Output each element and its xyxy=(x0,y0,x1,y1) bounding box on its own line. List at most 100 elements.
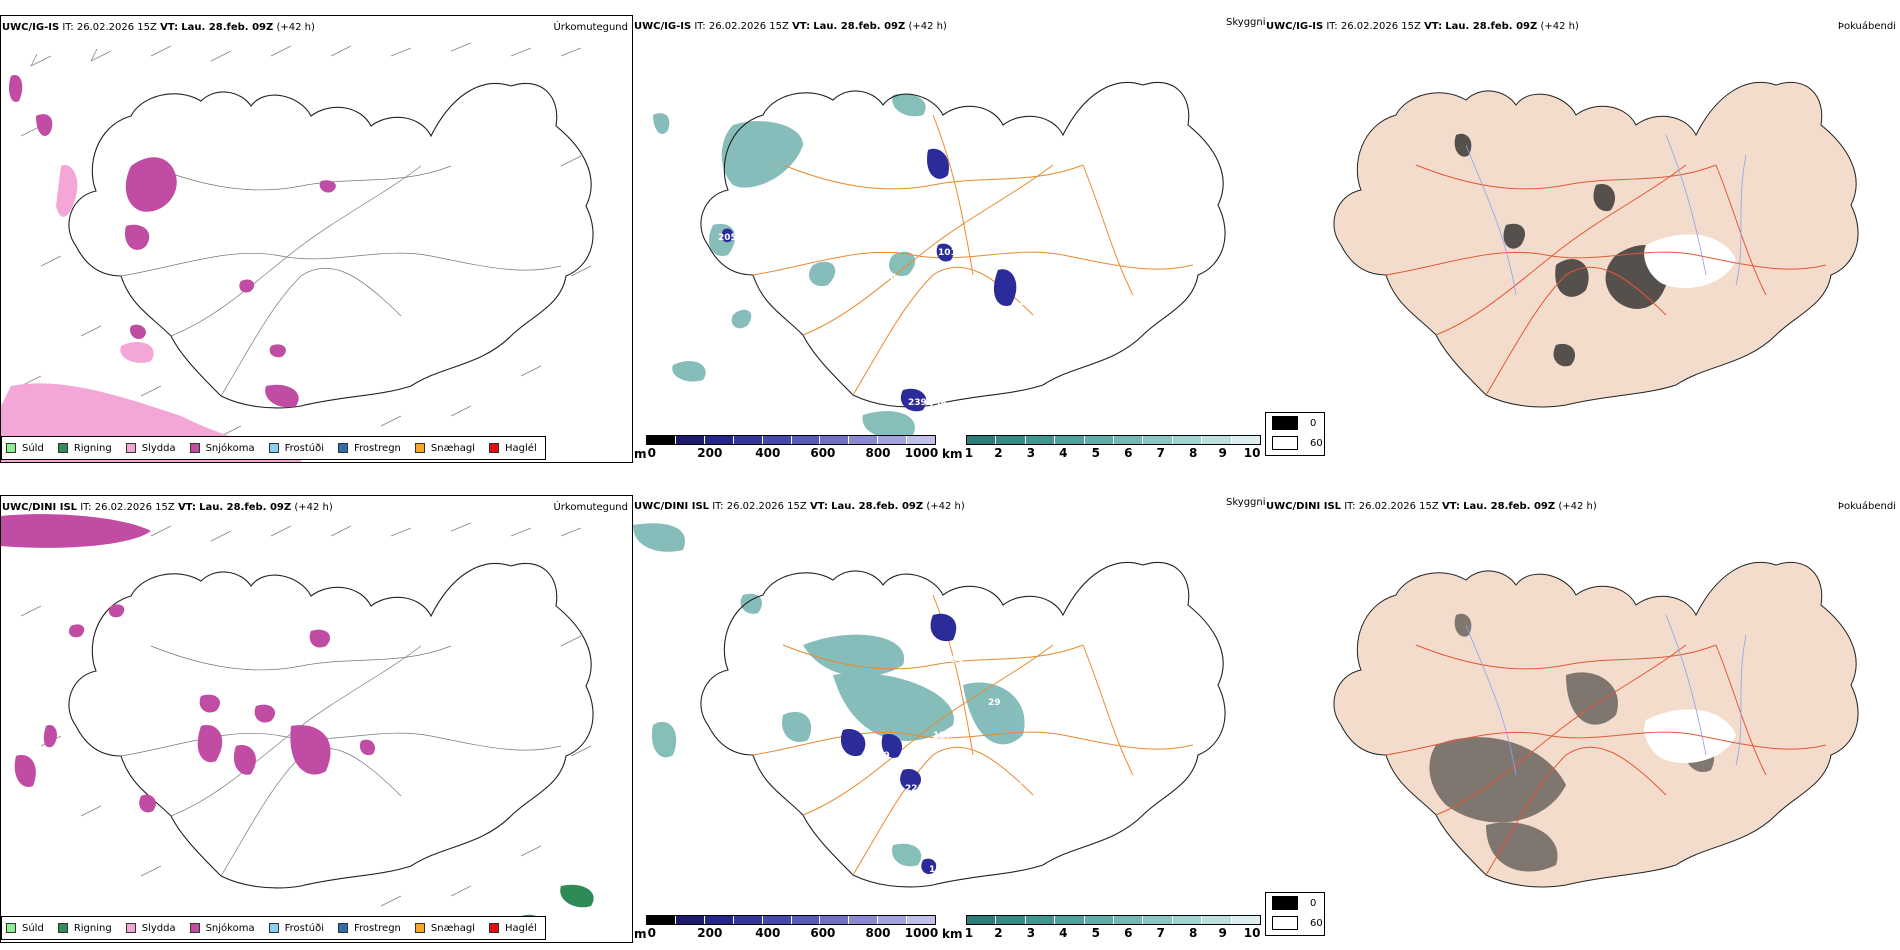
legend-label: Rigning xyxy=(73,442,112,454)
cloud-panel-bottom: 76 190 117 139 221 163 71 29 12 UWC/DINI… xyxy=(633,495,1266,943)
cloud-label: 29 xyxy=(988,698,1001,708)
tick-label: 800 xyxy=(865,926,891,940)
fog-panel-top: UWC/IG-IS IT: 26.02.2026 15Z VT: Lau. 28… xyxy=(1266,15,1900,463)
cloud-label: 12 xyxy=(929,865,942,875)
fog-legend-item: 60 xyxy=(1266,433,1324,453)
colorbar-swatch xyxy=(704,436,734,444)
colorbar-swatch xyxy=(762,916,792,924)
cloud-label: 163 xyxy=(1008,743,1027,753)
cloud-label: 221 xyxy=(905,784,924,794)
precip-panel-bottom: UWC/DINI ISL IT: 26.02.2026 15Z VT: Lau.… xyxy=(0,495,633,943)
colorbar-swatch xyxy=(1202,916,1232,924)
legend-item: Frostregn xyxy=(338,923,401,934)
legend-item: Rigning xyxy=(57,442,112,454)
tick-label: 2 xyxy=(994,926,1003,940)
model-name: UWC/IG-IS xyxy=(1266,21,1324,32)
snow-areas xyxy=(8,75,336,408)
fog-legend-label: 60 xyxy=(1310,437,1323,449)
fog-legend-swatch xyxy=(1272,416,1298,430)
fog-legend-label: 0 xyxy=(1310,417,1317,429)
roads xyxy=(120,165,562,397)
legend-item: Súld xyxy=(6,443,44,454)
visibility-unit-bottom: km xyxy=(942,927,963,941)
colorbar-swatch xyxy=(849,916,879,924)
it-label: IT: xyxy=(1344,501,1356,512)
precip-map-top xyxy=(1,42,594,462)
colorbar-swatch xyxy=(1114,916,1144,924)
colorbar-swatch xyxy=(762,436,792,444)
it-value: 26.02.2026 15Z xyxy=(726,501,807,512)
tick-label: 200 xyxy=(697,446,723,460)
iceland-land xyxy=(1333,81,1859,408)
it-value: 26.02.2026 15Z xyxy=(1358,501,1439,512)
lead-time: (+42 h) xyxy=(1558,501,1597,512)
tick-label: 3 xyxy=(1026,446,1036,460)
lead-time: (+42 h) xyxy=(1540,21,1579,32)
legend-swatch xyxy=(489,923,500,933)
vt-label: VT: xyxy=(1424,21,1443,32)
legend-swatch xyxy=(189,923,200,933)
tick-label: 800 xyxy=(865,446,891,460)
vt-label: VT: xyxy=(1441,501,1460,512)
tick-label: 10 xyxy=(1243,926,1261,940)
fog-map-top xyxy=(1333,81,1859,408)
legend-label: Snæhagl xyxy=(430,922,476,934)
model-name: UWC/DINI ISL xyxy=(1266,501,1342,512)
cloud-label: 190 xyxy=(945,655,964,665)
tick-label: 2 xyxy=(994,446,1003,460)
colorbar-swatch xyxy=(1055,436,1085,444)
colorbar-swatch xyxy=(967,436,997,444)
legend-item: Haglél xyxy=(489,443,537,454)
colorbar-swatch xyxy=(733,916,763,924)
precip-map-bottom xyxy=(1,514,594,938)
cloud-base-labels: 89 205 101 126 11 13 504 239 128 xyxy=(693,168,1032,411)
legend-swatch xyxy=(57,443,68,453)
tick-label: 7 xyxy=(1156,446,1165,460)
it-value: 26.02.2026 15Z xyxy=(94,502,175,513)
cloudbase-unit-top: m xyxy=(634,447,647,461)
roads xyxy=(752,114,1194,396)
vt-value: Lau. 28.feb. 09Z xyxy=(199,502,292,513)
legend-swatch xyxy=(57,923,68,933)
colorbar-swatch xyxy=(1084,916,1115,924)
tick-label: 9 xyxy=(1218,926,1227,940)
legend-swatch xyxy=(125,923,136,933)
colorbar-ticks: 1 2 3 4 5 6 7 8 9 10 xyxy=(964,925,1261,940)
colorbar-swatches xyxy=(966,915,1261,925)
cloud-label: 76 xyxy=(778,663,791,673)
cloud-label: 205 xyxy=(718,233,737,243)
lead-time: (+42 h) xyxy=(908,21,947,32)
colorbar-ticks: 0 200 400 600 800 1000 xyxy=(646,925,939,940)
model-header-fog-top: UWC/IG-IS IT: 26.02.2026 15Z VT: Lau. 28… xyxy=(1266,21,1579,32)
colorbar-swatch xyxy=(878,436,908,444)
legend-swatch xyxy=(489,443,500,453)
fog-legend-swatch xyxy=(1272,896,1298,910)
legend-item: Snæhagl xyxy=(414,443,475,454)
visibility-colorbar-top: 1 2 3 4 5 6 7 8 9 10 xyxy=(965,435,1261,460)
tick-label: 1 xyxy=(964,926,974,940)
legend-swatch xyxy=(125,443,136,453)
model-header-precip-top: UWC/IG-IS IT: 26.02.2026 15Z VT: Lau. 28… xyxy=(2,22,315,33)
wind-barbs xyxy=(20,522,592,927)
legend-item: Frostúði xyxy=(268,443,324,454)
legend-item: Rigning xyxy=(57,923,112,934)
wind-barbs xyxy=(20,42,592,447)
colorbar-swatch xyxy=(675,916,705,924)
tick-label: 10 xyxy=(1243,446,1261,460)
iceland-outline xyxy=(68,562,594,889)
cloud-label: 71 xyxy=(1018,778,1031,788)
legend-label: Frostregn xyxy=(354,442,401,454)
legend-item: Slydda xyxy=(125,923,176,934)
tick-label: 6 xyxy=(1124,446,1133,460)
model-header-cloud-top: UWC/IG-IS IT: 26.02.2026 15Z VT: Lau. 28… xyxy=(634,21,947,32)
colorbar-swatch xyxy=(1055,916,1085,924)
tick-label: 200 xyxy=(697,926,723,940)
it-label: IT: xyxy=(80,502,92,513)
legend-swatch xyxy=(268,443,279,453)
tick-label: 0 xyxy=(647,446,656,460)
legend-item: Haglél xyxy=(489,923,537,934)
legend-label: Slydda xyxy=(141,442,176,454)
fog-legend-item: 0 xyxy=(1266,413,1324,433)
legend-item: Snjókoma xyxy=(189,923,255,934)
colorbar-swatch xyxy=(704,916,734,924)
